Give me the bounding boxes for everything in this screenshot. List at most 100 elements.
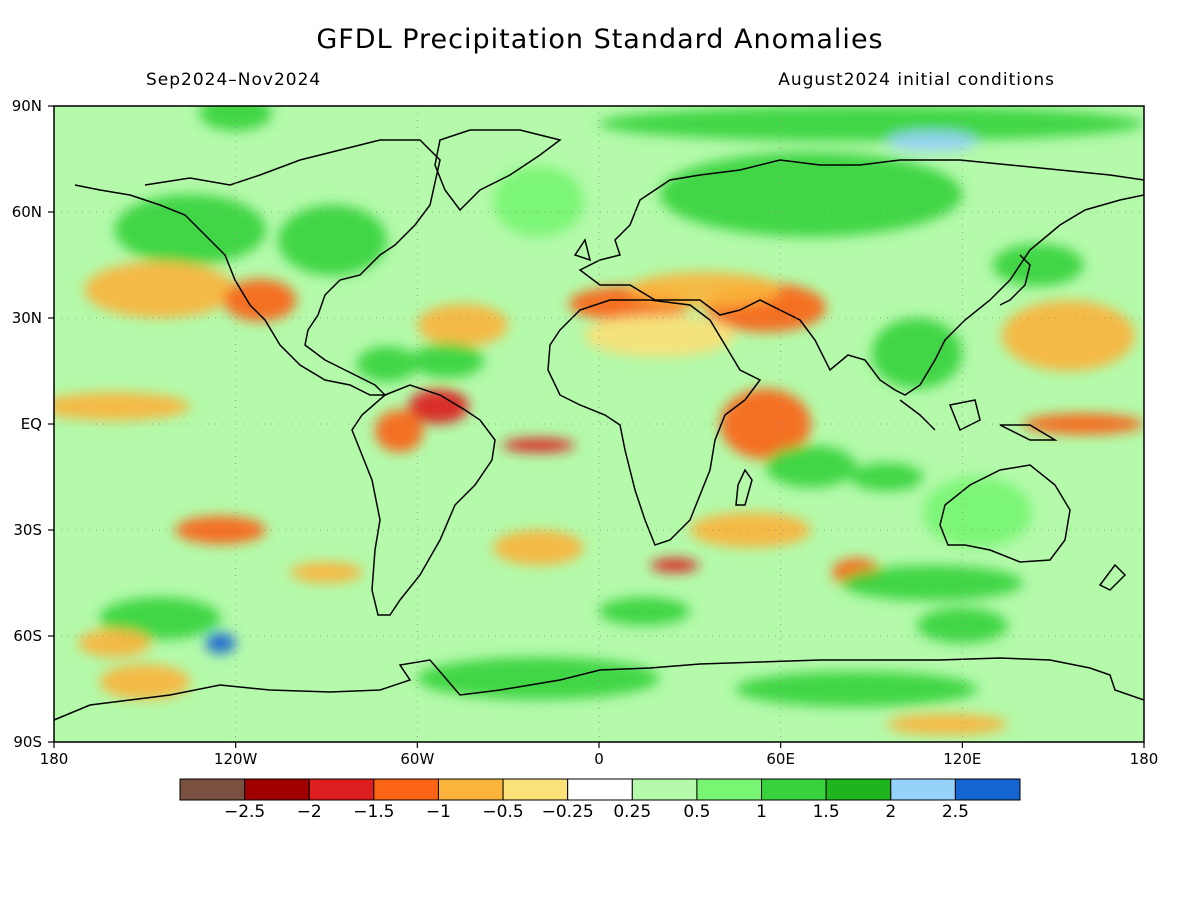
lat-tick-label: 30S (13, 521, 42, 539)
anomaly-region (408, 388, 469, 425)
lat-tick-label: 90S (13, 733, 42, 751)
coast-uk (573, 238, 592, 262)
colorbar-tick-label: 1 (756, 802, 767, 822)
anomaly-region (114, 194, 266, 265)
colorbar-swatch (308, 778, 375, 801)
anomaly-region (199, 106, 272, 131)
lat-tick-label: 30N (11, 309, 42, 327)
coast-new-zealand (1098, 563, 1127, 591)
anomaly-region (411, 342, 484, 379)
colorbar-tick-label: 2 (885, 802, 897, 822)
lon-tick-label: 0 (594, 750, 604, 768)
colorbar-swatch (890, 778, 956, 801)
lon-tick-label: 60W (400, 750, 435, 768)
colorbar-tick-label: −1 (425, 802, 451, 822)
anomaly-region (765, 445, 857, 488)
colorbar (179, 778, 1021, 801)
anomaly-region (650, 558, 699, 573)
colorbar-swatch (244, 778, 310, 801)
colorbar-tick-label: −2 (296, 802, 322, 822)
lat-tick-label: EQ (20, 415, 42, 433)
colorbar-tick-label: 1.5 (812, 802, 840, 822)
anomaly-region (205, 632, 236, 654)
axis-ticks (48, 105, 1145, 748)
anomaly-region (417, 303, 509, 347)
coast-new-guinea (999, 424, 1058, 441)
anomaly-region (871, 318, 963, 389)
anomaly-region (1001, 300, 1135, 371)
coast-south-america (351, 384, 496, 616)
page-title: GFDL Precipitation Standard Anomalies (316, 24, 884, 55)
anomaly-region (850, 462, 923, 492)
anomaly-region (583, 314, 736, 357)
anomaly-region (659, 151, 963, 237)
colorbar-tick-label: −0.25 (541, 802, 594, 822)
anomaly-region (175, 515, 266, 545)
colorbar-swatch (179, 778, 246, 801)
anomaly-region (493, 166, 584, 237)
anomaly-region (356, 346, 418, 382)
coast-australia (939, 464, 1071, 563)
anomaly-region (374, 409, 424, 453)
lon-tick-label: 180 (1129, 750, 1159, 768)
anomaly-region (916, 607, 1008, 644)
anomaly-region (84, 261, 236, 318)
anomaly-region (502, 438, 575, 453)
coast-greenland (434, 129, 562, 212)
coast-madagascar (735, 468, 753, 506)
anomaly-region (417, 657, 660, 700)
colorbar-swatch (825, 778, 892, 801)
anomaly-region (493, 530, 584, 566)
lon-tick-label: 60E (766, 750, 795, 768)
anomaly-region (54, 392, 191, 421)
coast-sumatra (899, 399, 936, 431)
anomaly-region (841, 565, 1023, 601)
colorbar-swatch (502, 778, 569, 801)
gridlines (54, 106, 1144, 742)
anomaly-region (78, 628, 151, 658)
anomaly-region (99, 597, 221, 640)
anomaly-region (629, 272, 781, 308)
colorbar-swatch (954, 778, 1021, 801)
lon-tick-label: 120W (213, 750, 258, 768)
colorbar-swatch (761, 778, 827, 801)
anomaly-region (886, 130, 978, 152)
colorbar-swatch (437, 778, 504, 801)
coast-antarctica (54, 657, 1144, 721)
coastlines (54, 129, 1144, 721)
anomaly-region (720, 388, 811, 460)
colorbar-tick-label: 0.5 (683, 802, 711, 822)
colorbar-swatch (631, 778, 698, 801)
initial-conditions: August2024 initial conditions (778, 70, 1055, 90)
anomaly-region (992, 243, 1084, 287)
colorbar-swatch (373, 778, 439, 801)
anomaly-region (735, 671, 978, 707)
colorbar-tick-label: 0.25 (613, 802, 652, 822)
colorbar-swatch (567, 778, 633, 801)
coast-north-america (74, 139, 441, 396)
colorbar-tick-label: 2.5 (941, 802, 969, 822)
anomaly-region (599, 597, 690, 626)
anomaly-region (689, 512, 811, 548)
anomaly-region (278, 204, 388, 276)
lat-tick-label: 60S (13, 627, 42, 645)
colorbar-tick-label: −0.5 (482, 802, 524, 822)
coast-africa (547, 299, 762, 546)
anomaly-region (223, 279, 297, 322)
anomaly-region (922, 476, 1032, 548)
anomaly-region (99, 664, 191, 700)
anomaly-region (599, 106, 1144, 142)
colorbar-tick-label: −2.5 (223, 802, 266, 822)
lon-tick-label: 120E (943, 750, 982, 768)
coast-japan (999, 254, 1031, 306)
colorbar-swatch (696, 778, 763, 801)
forecast-period: Sep2024–Nov2024 (146, 70, 322, 90)
anomaly-region (886, 713, 1008, 735)
lon-tick-label: 180 (39, 750, 69, 768)
coast-borneo (948, 399, 981, 432)
lat-tick-label: 90N (11, 97, 42, 115)
anomaly-region (290, 561, 363, 584)
colorbar-tick-label: −1.5 (353, 802, 395, 822)
anomaly-field (54, 106, 1144, 735)
